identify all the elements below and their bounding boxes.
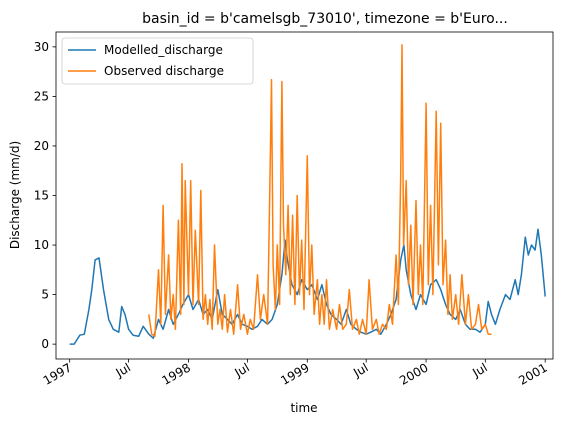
x-tick-label: Jul bbox=[469, 360, 489, 380]
x-tick-label: 1998 bbox=[160, 360, 193, 387]
x-tick-label: 2001 bbox=[516, 360, 549, 387]
legend: Modelled_discharge Observed discharge bbox=[61, 37, 254, 85]
y-axis: 0 5 10 15 20 25 30 bbox=[34, 40, 56, 351]
x-axis: 1997 Jul 1998 Jul 1999 Jul 2000 Jul 2001 bbox=[41, 359, 550, 388]
y-axis-label: Discharge (mm/d) bbox=[8, 141, 22, 249]
series-line-observed bbox=[148, 44, 492, 337]
x-tick-label: 1997 bbox=[41, 360, 74, 387]
x-tick-label: Jul bbox=[113, 360, 133, 380]
y-tick-label: 0 bbox=[41, 337, 49, 351]
y-tick-label: 10 bbox=[34, 238, 49, 252]
y-tick-label: 5 bbox=[41, 288, 49, 302]
plot-area bbox=[69, 44, 546, 345]
x-tick-label: 1999 bbox=[278, 360, 311, 387]
y-tick-label: 30 bbox=[34, 40, 49, 54]
x-tick-label: 2000 bbox=[397, 360, 430, 387]
legend-label-observed: Observed discharge bbox=[104, 64, 224, 78]
legend-label-modelled: Modelled_discharge bbox=[104, 43, 223, 57]
y-tick-label: 20 bbox=[34, 139, 49, 153]
x-tick-label: Jul bbox=[350, 360, 370, 380]
y-tick-label: 25 bbox=[34, 89, 49, 103]
chart-title: basin_id = b'camelsgb_73010', timezone =… bbox=[142, 11, 508, 27]
x-tick-label: Jul bbox=[231, 360, 251, 380]
legend-box bbox=[61, 37, 254, 85]
x-axis-label: time bbox=[290, 401, 317, 415]
series-line-modelled bbox=[69, 228, 546, 345]
y-tick-label: 15 bbox=[34, 189, 49, 203]
